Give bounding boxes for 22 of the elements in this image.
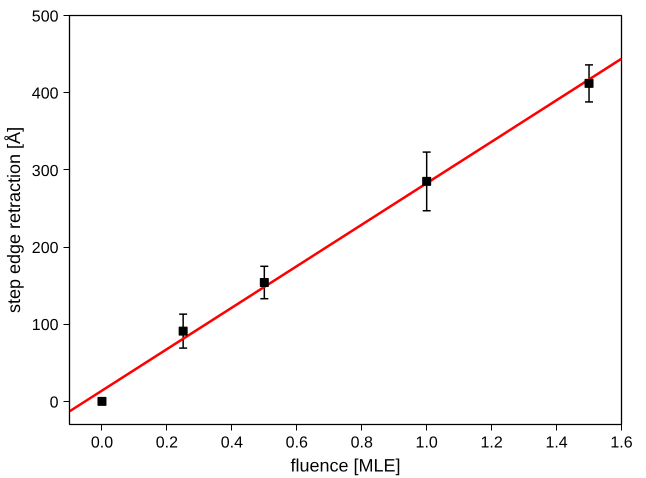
x-tick-label: 1.2 [480,434,503,452]
x-tick-label: 0.0 [90,434,114,452]
x-tick-label: 0.8 [350,434,373,452]
x-tick-label: 0.2 [156,434,178,452]
y-tick-label: 300 [32,162,59,180]
point [584,78,594,88]
x-tick-label: 1.6 [610,434,633,452]
x-tick-label: 0.6 [286,434,308,452]
y-tick-label: 400 [32,86,59,103]
x-tick-label: 1.0 [416,434,438,452]
y-tick-label: 500 [32,8,59,26]
point [97,396,106,406]
point [178,326,188,336]
x-axis-title: fluence [MLE] [290,456,401,476]
y-tick-label: 100 [32,317,59,334]
point [260,278,269,288]
y-tick-label: 200 [32,240,59,258]
x-tick-label: 0.4 [220,434,244,452]
y-tick-label: 0 [50,394,59,412]
x-tick-label: 1.4 [545,434,568,452]
y-axis-title: step edge retraction [Å] [4,126,24,314]
point [422,176,432,186]
